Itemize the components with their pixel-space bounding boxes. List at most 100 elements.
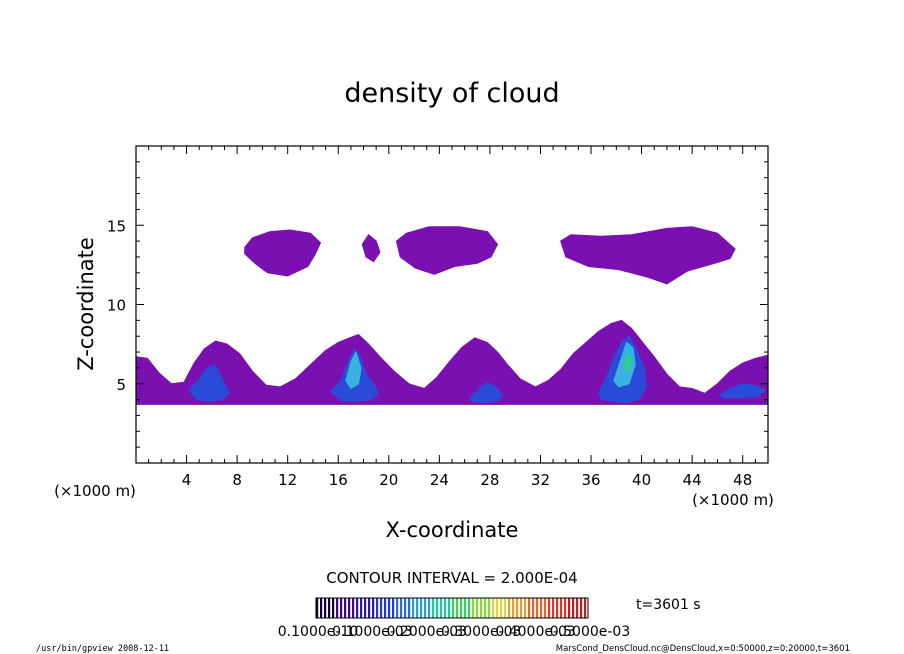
- colorbar-stripe: [544, 598, 547, 618]
- colorbar-stripe: [532, 598, 535, 618]
- colorbar-stripe: [316, 598, 319, 618]
- colorbar-stripe: [344, 598, 347, 618]
- colorbar-stripe: [396, 598, 399, 618]
- x-tick-label: 20: [379, 471, 398, 489]
- cloud-density-regions: [135, 226, 769, 405]
- colorbar-stripe: [436, 598, 439, 618]
- contour-region-upper-cloud-2: [361, 234, 381, 263]
- colorbar-stripe: [476, 598, 479, 618]
- x-axis-label: X-coordinate: [386, 518, 519, 542]
- colorbar-stripe: [356, 598, 359, 618]
- colorbar-stripe: [448, 598, 451, 618]
- colorbar-stripe: [560, 598, 563, 618]
- colorbar-stripe: [328, 598, 331, 618]
- colorbar-stripe: [428, 598, 431, 618]
- colorbar-stripe: [352, 598, 355, 618]
- colorbar-stripe: [584, 598, 587, 618]
- colorbar-stripe: [568, 598, 571, 618]
- colorbar-stripe: [500, 598, 503, 618]
- colorbar-stripe: [524, 598, 527, 618]
- x-tick-label: 16: [329, 471, 348, 489]
- colorbar-stripe: [372, 598, 375, 618]
- colorbar-label: 0.1000e-10: [278, 624, 358, 640]
- colorbar-stripe: [412, 598, 415, 618]
- colorbar-stripe: [440, 598, 443, 618]
- x-tick-label: 4: [182, 471, 192, 489]
- x-tick-label: 8: [232, 471, 242, 489]
- colorbar-stripe: [580, 598, 583, 618]
- colorbar-stripe: [332, 598, 335, 618]
- y-tick-label: 15: [107, 217, 126, 235]
- footer-right: MarsCond_DensCloud.nc@DensCloud,x=0:5000…: [556, 644, 850, 654]
- colorbar-stripe: [464, 598, 467, 618]
- colorbar-stripe: [472, 598, 475, 618]
- x-unit-left-label: (×1000 m): [54, 482, 136, 500]
- colorbar-stripe: [508, 598, 511, 618]
- colorbar-stripe: [400, 598, 403, 618]
- colorbar-stripe: [512, 598, 515, 618]
- contour-region-dense-core-5: [719, 383, 767, 399]
- contour-interval-text: CONTOUR INTERVAL = 2.000E-04: [326, 569, 577, 587]
- colorbar-stripe: [496, 598, 499, 618]
- contour-region-dense-core-3: [469, 381, 504, 404]
- colorbar-stripe: [520, 598, 523, 618]
- colorbar-label: 0.1000e-03: [332, 624, 412, 640]
- colorbar-stripe: [456, 598, 459, 618]
- x-tick-label: 28: [480, 471, 499, 489]
- colorbar-stripe: [416, 598, 419, 618]
- colorbar-label: 0.3000e-03: [441, 624, 521, 640]
- x-tick-label: 12: [278, 471, 297, 489]
- contour-region-peak-core-4b: [623, 352, 633, 372]
- colorbar-stripe: [480, 598, 483, 618]
- colorbar-stripe: [572, 598, 575, 618]
- colorbar-stripe: [484, 598, 487, 618]
- x-tick-label: 48: [733, 471, 752, 489]
- colorbar-stripe: [336, 598, 339, 618]
- colorbar-stripe: [420, 598, 423, 618]
- colorbar-stripe: [492, 598, 495, 618]
- colorbar-frame: [315, 597, 589, 619]
- plot-background: [136, 146, 768, 463]
- time-label: t=3601 s: [636, 597, 701, 613]
- footer-left: /usr/bin/gpview 2008-12-11: [36, 644, 169, 654]
- colorbar-stripe: [444, 598, 447, 618]
- colorbar-stripe: [320, 598, 323, 618]
- colorbar-stripe: [368, 598, 371, 618]
- x-tick-label: 24: [430, 471, 449, 489]
- colorbar-stripe: [556, 598, 559, 618]
- colorbar-stripe: [528, 598, 531, 618]
- x-tick-label: 44: [683, 471, 702, 489]
- colorbar-stripe: [504, 598, 507, 618]
- chart-title: density of cloud: [344, 78, 559, 109]
- colorbar-stripe: [324, 598, 327, 618]
- x-tick-label: 36: [581, 471, 600, 489]
- x-tick-label: 32: [531, 471, 550, 489]
- colorbar-stripe: [360, 598, 363, 618]
- contour-region-peak-core-2: [345, 350, 362, 390]
- colorbar-stripe: [376, 598, 379, 618]
- colorbar-stripe: [348, 598, 351, 618]
- colorbar-stripe: [452, 598, 455, 618]
- y-tick-label: 5: [116, 376, 126, 394]
- contour-region-upper-cloud-3: [395, 226, 499, 275]
- y-axis-label: Z-coordinate: [74, 237, 98, 371]
- colorbar-stripe: [388, 598, 391, 618]
- colorbar-stripe: [432, 598, 435, 618]
- contour-region-dense-core-1: [188, 364, 231, 402]
- x-tick-label: 40: [632, 471, 651, 489]
- colorbar-stripe: [540, 598, 543, 618]
- colorbar-stripe: [516, 598, 519, 618]
- colorbar-stripe: [380, 598, 383, 618]
- colorbar-stripe: [408, 598, 411, 618]
- colorbar-stripe: [384, 598, 387, 618]
- colorbar-stripe: [424, 598, 427, 618]
- colorbar-stripe: [340, 598, 343, 618]
- colorbar-stripe: [576, 598, 579, 618]
- colorbar-label: 0.5000e-03: [550, 624, 630, 640]
- colorbar-stripe: [404, 598, 407, 618]
- colorbar-stripe: [364, 598, 367, 618]
- colorbar-stripe: [460, 598, 463, 618]
- colorbar-stripe: [552, 598, 555, 618]
